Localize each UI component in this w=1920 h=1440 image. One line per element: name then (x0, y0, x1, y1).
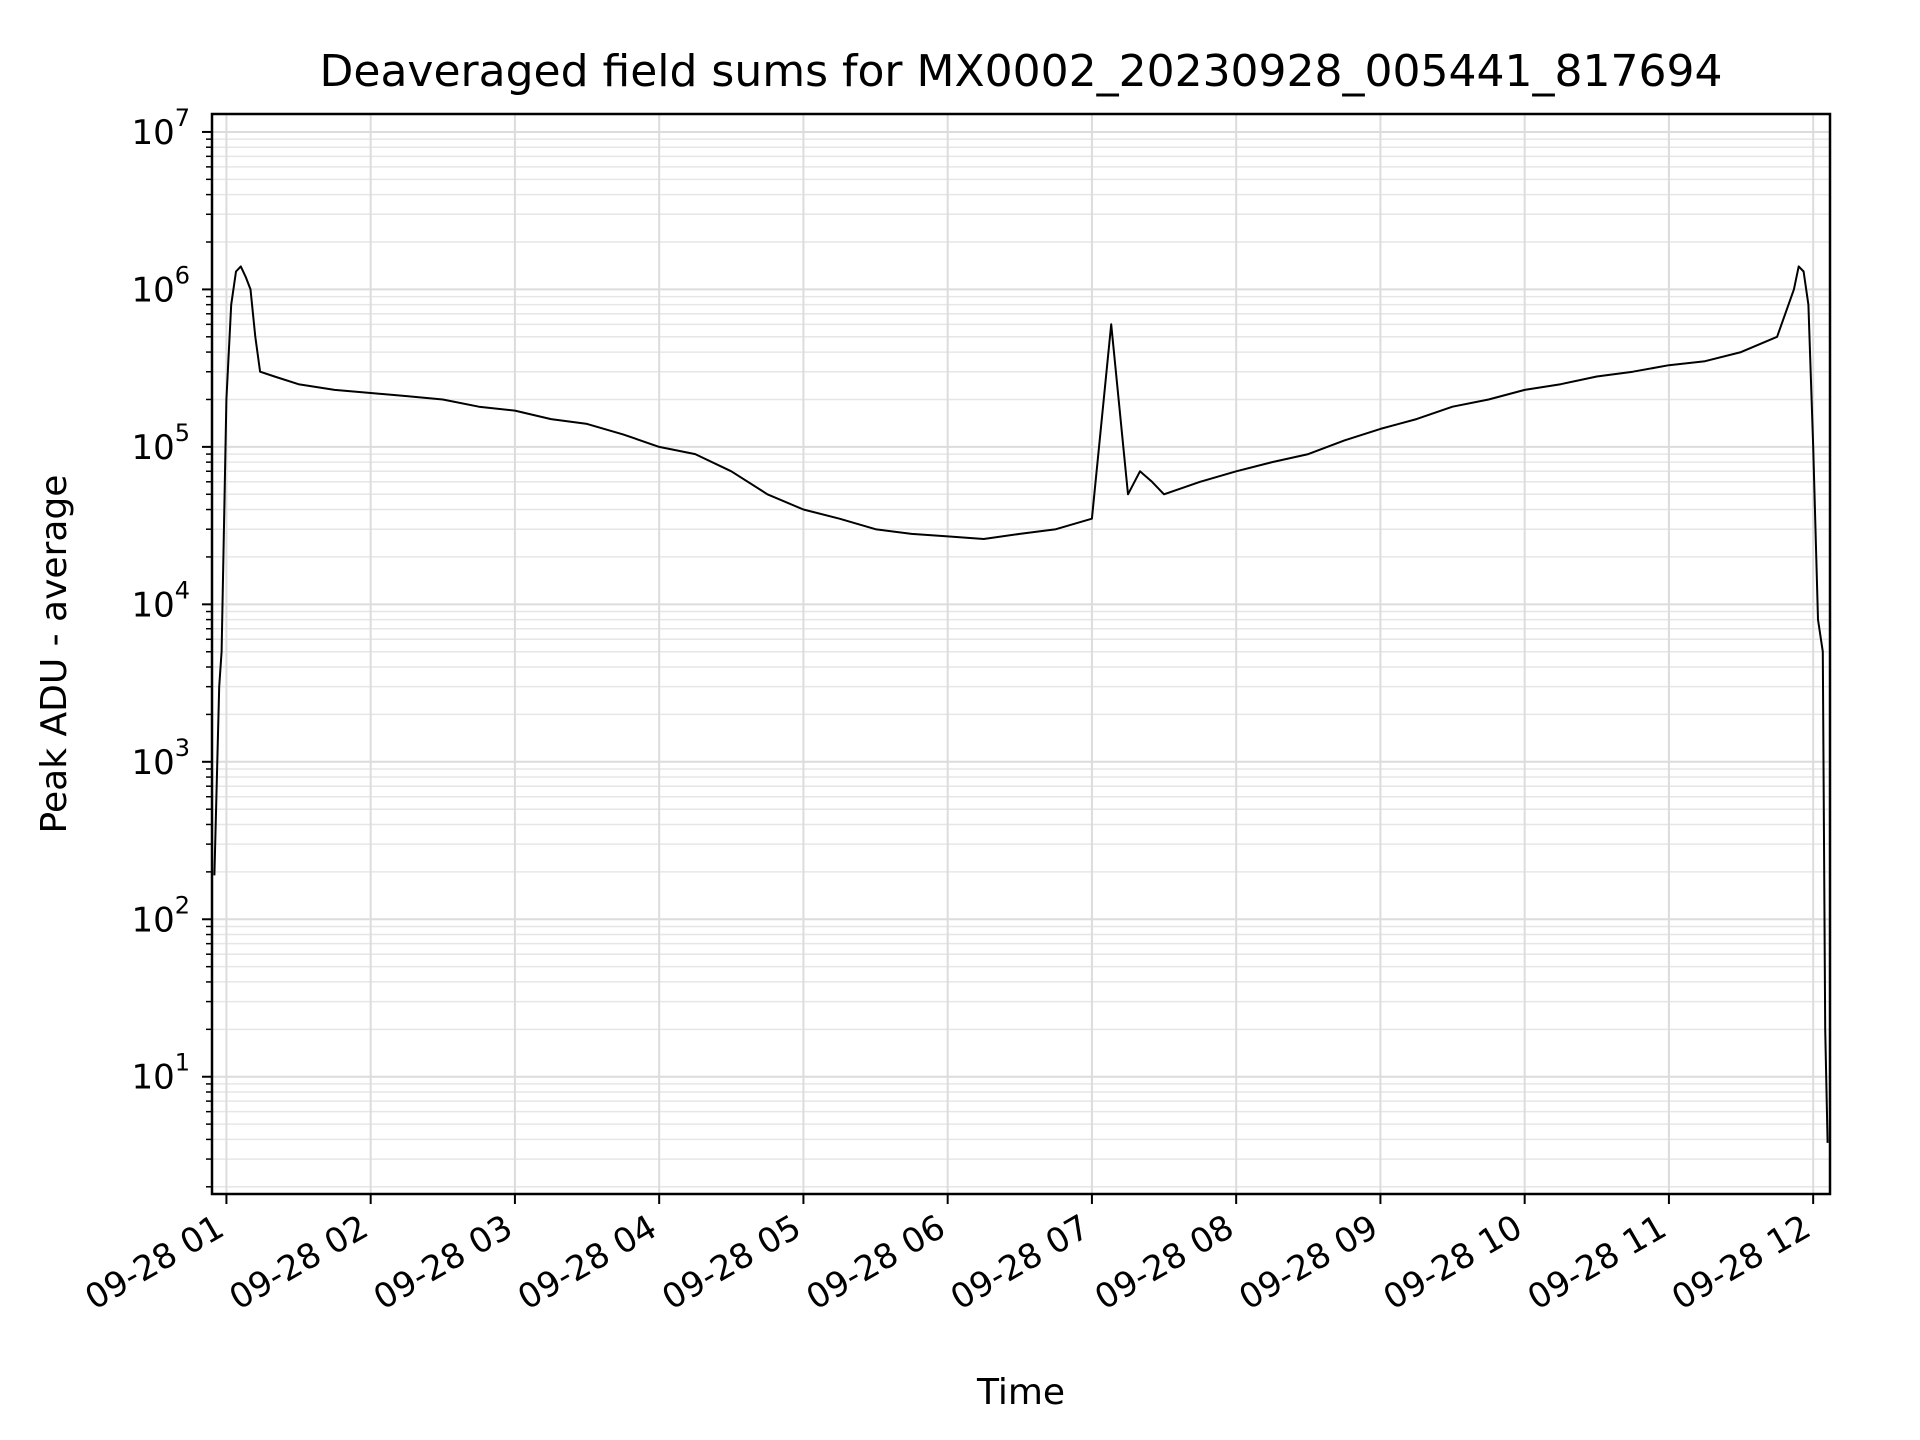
y-tick-exponent: 5 (175, 419, 190, 447)
y-tick-exponent: 7 (175, 104, 190, 132)
y-tick-base: 10 (131, 113, 174, 153)
y-tick-exponent: 2 (175, 891, 190, 919)
y-tick-label: 107 (131, 104, 190, 153)
data-layer (213, 265, 1829, 1143)
y-tick-label: 103 (131, 734, 190, 783)
x-axis-label: Time (976, 1372, 1065, 1413)
y-tick-base: 10 (131, 1058, 174, 1098)
y-tick-base: 10 (131, 743, 174, 783)
y-axis-label: Peak ADU - average (34, 475, 75, 834)
grid (212, 114, 1830, 1194)
y-tick-exponent: 6 (175, 261, 190, 289)
y-tick-label: 104 (131, 576, 190, 625)
plot-frame (210, 112, 1832, 1196)
chart-title: Deaveraged field sums for MX0002_2023092… (320, 46, 1723, 97)
y-tick-exponent: 1 (175, 1049, 190, 1077)
y-tick-label: 105 (131, 419, 190, 468)
y-tick-exponent: 3 (175, 734, 190, 762)
y-tick-label: 102 (131, 891, 190, 940)
y-tick-exponent: 4 (175, 576, 190, 604)
series-line (213, 265, 1829, 1143)
y-tick-base: 10 (131, 900, 174, 940)
y-tick-label: 101 (131, 1049, 190, 1098)
y-tick-base: 10 (131, 270, 174, 310)
y-tick-base: 10 (131, 585, 174, 625)
y-tick-label: 106 (131, 261, 190, 310)
y-tick-base: 10 (131, 428, 174, 468)
